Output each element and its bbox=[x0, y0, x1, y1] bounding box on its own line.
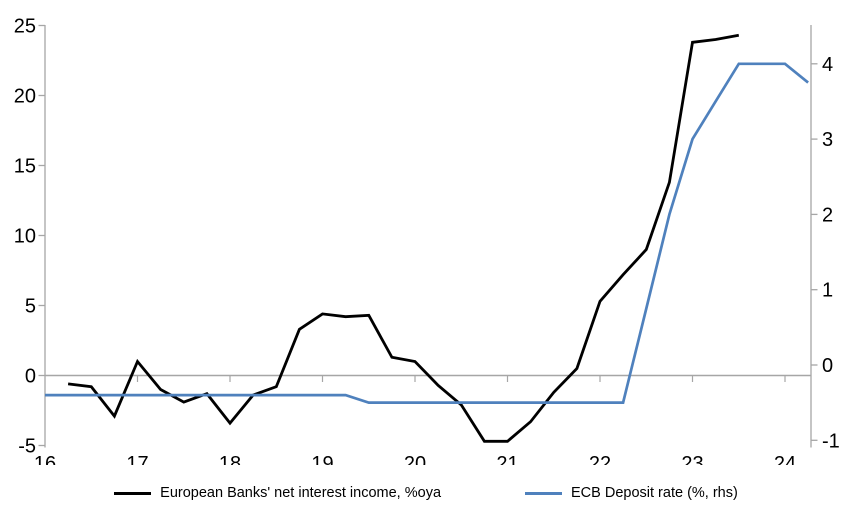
right-axis-tick-label: 4 bbox=[822, 54, 833, 76]
x-axis-tick-label: 20 bbox=[404, 453, 426, 465]
x-axis-tick-label: 18 bbox=[219, 453, 241, 465]
legend-label-ecb-deposit-rate: ECB Deposit rate (%, rhs) bbox=[571, 485, 738, 501]
left-axis-tick-label: 15 bbox=[14, 156, 36, 178]
right-axis-tick-label: 2 bbox=[822, 204, 833, 226]
right-axis-tick-label: 1 bbox=[822, 280, 833, 302]
legend-line-swatch-blue bbox=[525, 491, 563, 495]
legend-line-swatch-black bbox=[114, 491, 152, 495]
right-axis-tick-label: 3 bbox=[822, 129, 833, 151]
x-axis-tick-label: 21 bbox=[496, 453, 518, 465]
right-axis-tick-label: -1 bbox=[822, 430, 840, 452]
left-axis-tick-label: 0 bbox=[25, 366, 36, 388]
x-axis-labels: 16 17 18 19 20 21 22 23 24 bbox=[34, 453, 796, 465]
legend-label-net-interest-income: European Banks' net interest income, %oy… bbox=[160, 485, 442, 501]
series-line-net-interest-income bbox=[67, 33, 740, 443]
right-axis-tick-label: 0 bbox=[822, 355, 833, 377]
legend-item-net-interest-income: European Banks' net interest income, %oy… bbox=[114, 485, 441, 501]
left-axis-tick-label: -5 bbox=[18, 436, 36, 458]
series-line-ecb-deposit-rate bbox=[45, 62, 809, 404]
right-axis: 4 3 2 1 0 -1 bbox=[810, 25, 840, 452]
left-axis-tick-label: 10 bbox=[14, 226, 36, 248]
left-axis-tick-label: 20 bbox=[14, 86, 36, 108]
x-axis-tick-label: 19 bbox=[311, 453, 333, 465]
left-axis: 25 20 15 10 5 0 -5 bbox=[14, 16, 46, 458]
left-axis-tick-label: 5 bbox=[25, 296, 36, 318]
x-axis-tick-label: 16 bbox=[34, 453, 56, 465]
x-axis-tick-label: 17 bbox=[126, 453, 148, 465]
x-axis-tick-label: 23 bbox=[681, 453, 703, 465]
x-axis-tick-label: 22 bbox=[589, 453, 611, 465]
left-axis-tick-label: 25 bbox=[14, 16, 36, 38]
legend-item-ecb-deposit-rate: ECB Deposit rate (%, rhs) bbox=[525, 485, 738, 501]
x-axis-tick-label: 24 bbox=[774, 453, 796, 465]
chart-legend: European Banks' net interest income, %oy… bbox=[0, 485, 852, 501]
